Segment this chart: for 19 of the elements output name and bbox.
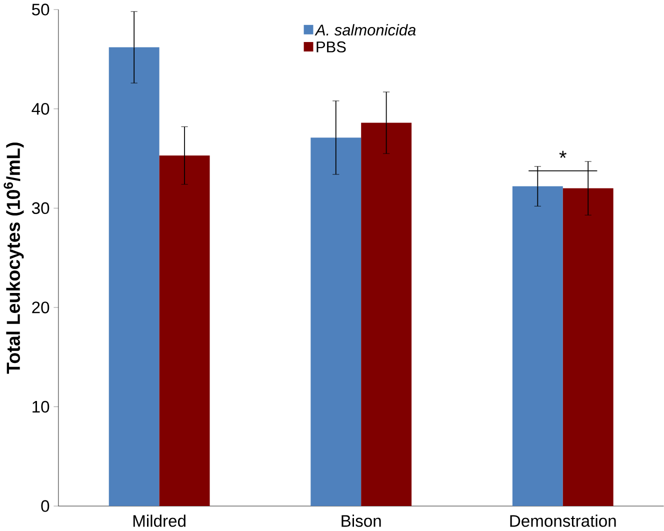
bar	[108, 48, 160, 506]
bar	[159, 156, 210, 506]
annotation: *	[559, 151, 566, 158]
y-tick-label: 50	[32, 4, 50, 16]
legend-label: A. salmonicida	[314, 24, 416, 36]
y-tick-label: 40	[32, 103, 50, 115]
bar	[562, 188, 614, 506]
x-tick-label: Bison	[342, 514, 381, 528]
y-tick-label: 30	[32, 202, 50, 214]
x-tick-label: Demonstration	[510, 514, 616, 528]
legend-label: PBS	[316, 42, 346, 53]
y-tick-label: 0	[41, 500, 50, 512]
bar	[310, 138, 362, 506]
y-axis-title: Total Leukocytes (10$^{6}$/mL)	[4, 142, 24, 374]
x-tick-label: Mildred	[133, 514, 186, 528]
y-tick-label: 10	[32, 401, 50, 413]
bar	[512, 186, 563, 506]
y-tick-label: 20	[32, 302, 50, 314]
bar	[361, 122, 412, 506]
